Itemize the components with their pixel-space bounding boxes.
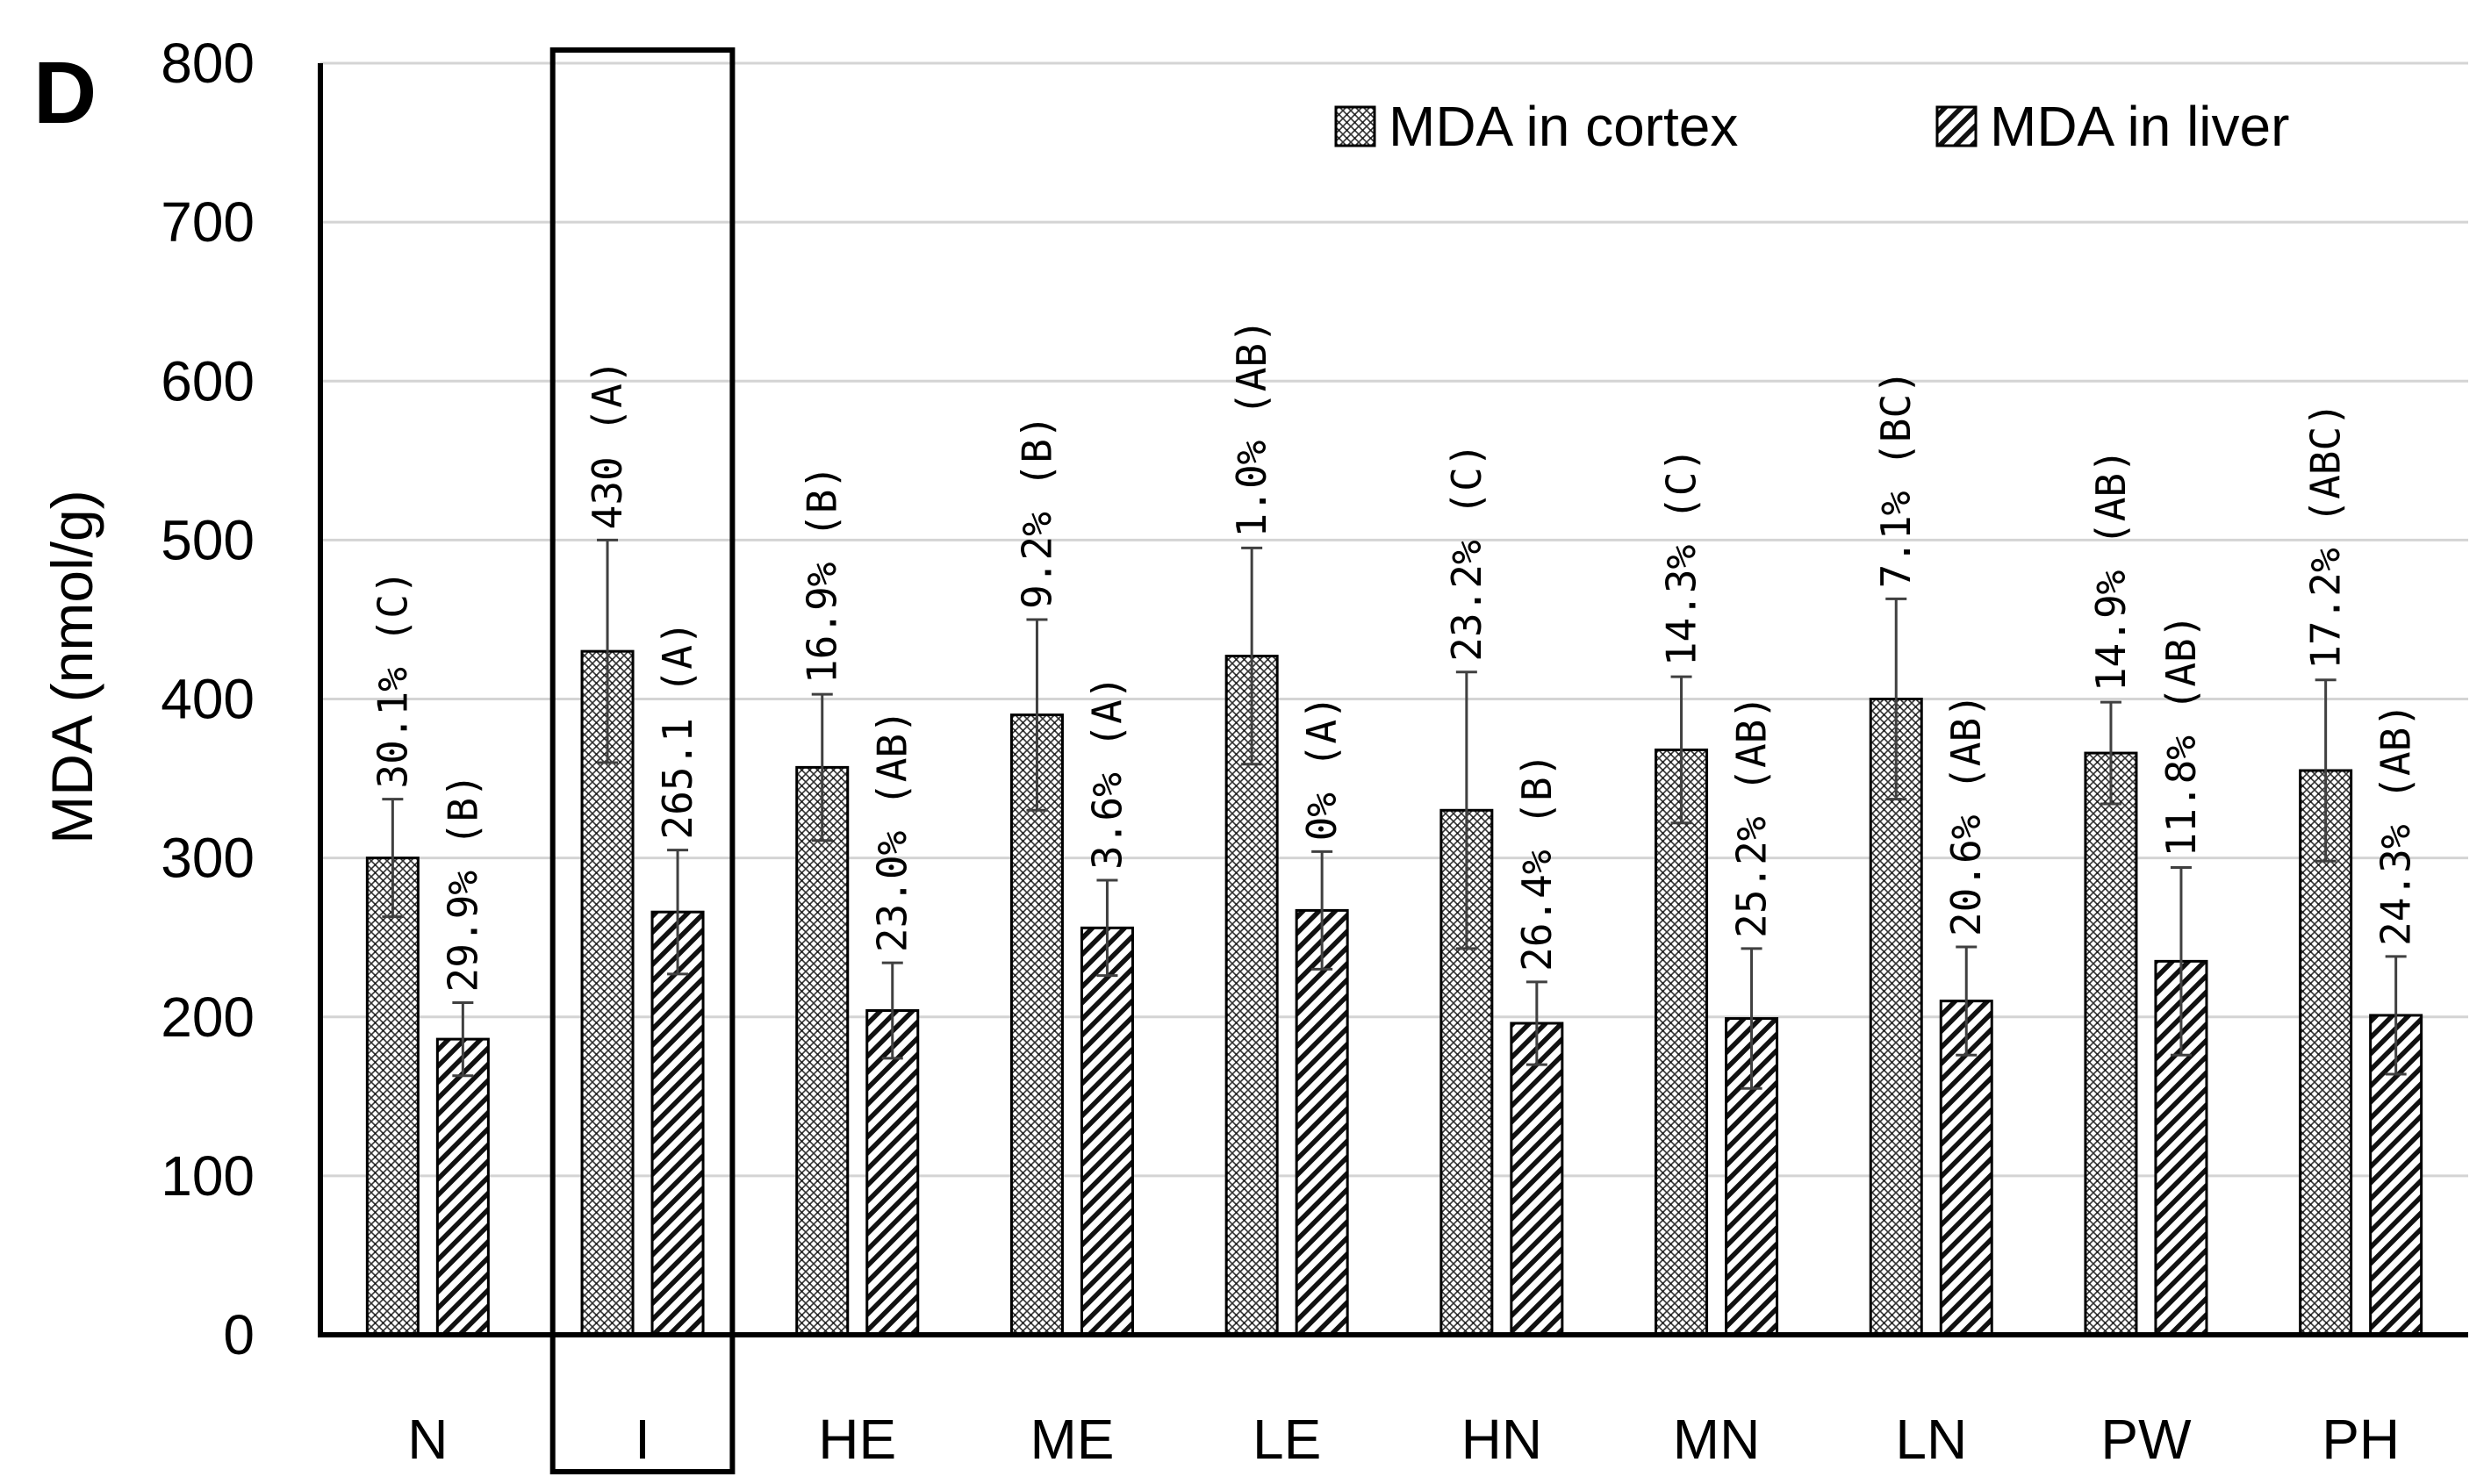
bar-cortex-MN [1655, 748, 1709, 1337]
y-tick-label: 500 [161, 508, 255, 571]
data-label: 7.1% (BC) [1872, 369, 1920, 588]
bar-cortex-N [365, 857, 420, 1337]
x-category-label: PW [2100, 1408, 2192, 1471]
error-bars [382, 538, 2407, 1090]
x-category-label: ME [1030, 1408, 1114, 1471]
x-category-label: I [635, 1408, 650, 1471]
data-label: 17.2% (ABC) [2302, 402, 2350, 670]
bar-liver-ME [1080, 926, 1134, 1337]
data-label: 11.8% (AB) [2157, 614, 2205, 857]
data-label: 24.3% (AB) [2373, 703, 2420, 946]
bar-cortex-HE [795, 765, 850, 1337]
data-label: 26.4% (B) [1513, 753, 1561, 971]
data-label: 30.1% (C) [369, 570, 416, 788]
data-labels: 30.1% (C) 29.9% (B) 430 (A) 265.1 (A) 16.9% … [369, 319, 2419, 992]
x-category-label: N [407, 1408, 448, 1471]
bars [365, 649, 2423, 1337]
data-label: 3.6% (A) [1083, 675, 1131, 870]
bar-liver-N [435, 1037, 490, 1337]
data-label: 29.9% (B) [439, 773, 486, 992]
data-label: 9.2% (B) [1013, 414, 1060, 609]
data-label: 20.6% (AB) [1942, 693, 1990, 936]
bar-liver-LE [1295, 908, 1349, 1337]
y-tick-label: 800 [161, 32, 255, 95]
y-tick-label: 0 [223, 1303, 255, 1366]
bar-liver-HN [1510, 1022, 1564, 1337]
y-axis-title: MDA (nmol/g) [39, 490, 104, 843]
axes [318, 47, 2468, 1474]
data-label: 430 (A) [584, 360, 631, 530]
legend-label: MDA in liver [1990, 95, 2289, 158]
data-label: 1.0% (AB) [1228, 319, 1275, 537]
x-category-label: HN [1461, 1408, 1542, 1471]
highlight-box [549, 47, 736, 1474]
data-label: 25.2% (AB) [1728, 695, 1776, 938]
data-label: 14.3% (C) [1658, 448, 1705, 666]
data-label: 16.9% (B) [799, 465, 846, 684]
data-label: 14.9% (AB) [2087, 448, 2135, 692]
y-tick-label: 700 [161, 190, 255, 254]
x-category-label: LN [1895, 1408, 1967, 1471]
y-tick-label: 400 [161, 668, 255, 731]
panel-label: D [33, 44, 97, 142]
legend-label: MDA in cortex [1389, 95, 1738, 158]
y-tick-label: 100 [161, 1144, 255, 1208]
bar-cortex-I [580, 649, 635, 1337]
data-label: 265.1 (A) [654, 620, 701, 839]
legend-swatch-cortex [1334, 105, 1376, 147]
x-category-label: LE [1253, 1408, 1321, 1471]
y-tick-label: 200 [161, 986, 255, 1049]
x-category-label: HE [818, 1408, 896, 1471]
legend: MDA in cortex MDA in liver [1334, 95, 2289, 158]
bar-cortex-PW [2084, 751, 2138, 1337]
bar-liver-I [650, 910, 705, 1337]
x-axis-categories: N I HE ME LE HN MN LN PW PH [407, 1408, 2400, 1471]
x-category-label: PH [2322, 1408, 2400, 1471]
y-axis-ticks: 0 100 200 300 400 500 600 700 800 [161, 32, 255, 1366]
x-category-label: MN [1673, 1408, 1761, 1471]
y-tick-label: 300 [161, 827, 255, 890]
y-tick-label: 600 [161, 349, 255, 412]
data-label: 23.2% (C) [1443, 442, 1490, 661]
data-label: 0% (A) [1298, 695, 1346, 841]
legend-swatch-liver [1935, 105, 1978, 147]
gridlines [320, 61, 2468, 1178]
data-label: 23.0% (AB) [869, 709, 916, 952]
